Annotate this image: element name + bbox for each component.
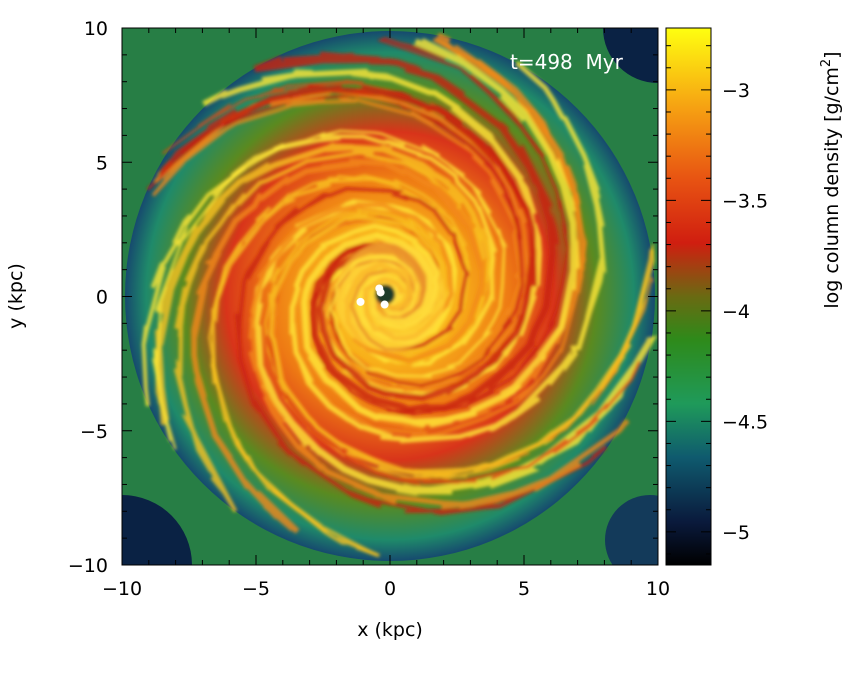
colorbar-label: log column density [g/cm2] [819,51,843,308]
colorbar [665,27,712,566]
x-tick-label: 0 [384,578,396,600]
x-tick-label: 5 [518,578,530,600]
colorbar-ticks: −5 −4.5 −4 −3.5 −3 [666,45,768,555]
y-tick-label: −5 [80,421,108,443]
y-tick-label: 5 [96,152,108,174]
marker-point [376,288,385,297]
y-axis-ticks: −10 −5 0 5 10 [68,18,658,577]
dark-corner-br [605,495,658,565]
marker-point [356,297,365,306]
y-tick-label: −10 [68,555,108,577]
center-markers [356,284,389,309]
colorbar-label-main: log column density [g/cm [821,67,843,309]
colorbar-tick-label: −3.5 [722,190,768,212]
colorbar-label-end: ] [821,51,843,58]
x-axis-label: x (kpc) [357,619,423,641]
marker-point [380,300,389,309]
time-annotation: t=498 Myr [510,50,624,74]
x-axis-ticks: −10 −5 0 5 10 [102,28,670,600]
spiral-arms [141,32,658,558]
density-map [122,28,658,565]
colorbar-tick-label: −4 [722,301,750,323]
colorbar-tick-label: −3 [722,80,750,102]
dark-corner-bl [122,495,192,565]
x-tick-label: −5 [242,578,270,600]
x-tick-label: 10 [646,578,670,600]
x-tick-label: −10 [102,578,142,600]
dark-corner-tr [603,28,658,83]
colorbar-tick-label: −4.5 [722,411,768,433]
y-tick-label: 10 [84,18,108,40]
y-axis-label: y (kpc) [5,263,27,329]
y-tick-label: 0 [96,287,108,309]
colorbar-tick-label: −5 [722,522,750,544]
colorbar-label-sup: 2 [819,59,834,67]
